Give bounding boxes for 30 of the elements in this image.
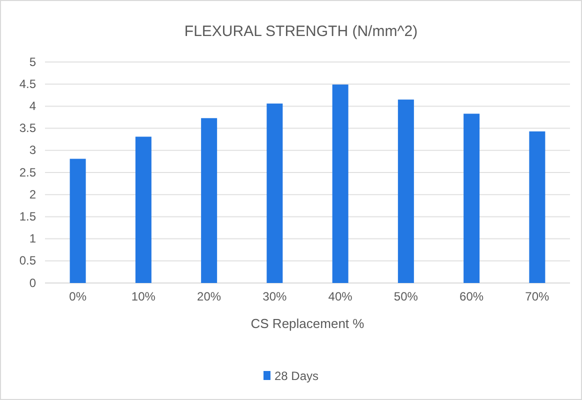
- x-tick-label: 50%: [394, 289, 418, 304]
- chart-title: FLEXURAL STRENGTH (N/mm^2): [184, 23, 418, 40]
- x-tick-label: 40%: [328, 289, 353, 304]
- bar: [398, 100, 414, 283]
- y-tick-label: 3.5: [19, 121, 36, 136]
- bar: [135, 136, 152, 283]
- x-tick-label: 70%: [525, 289, 550, 304]
- y-tick-label: 5: [29, 54, 36, 69]
- bar: [70, 158, 86, 283]
- y-tick-label: 1.5: [19, 210, 36, 224]
- x-axis-title: CS Replacement %: [250, 316, 365, 331]
- x-tick-label: 0%: [69, 289, 87, 304]
- x-tick-label: 20%: [197, 289, 222, 304]
- x-tick-label: 30%: [262, 289, 288, 304]
- bar: [529, 131, 546, 283]
- y-tick-label: 4: [29, 99, 36, 114]
- y-tick-label: 2.5: [19, 165, 36, 180]
- bar: [266, 104, 283, 283]
- bar: [464, 114, 480, 283]
- y-tick-label: 0.5: [19, 254, 36, 268]
- x-tick-label: 10%: [131, 289, 156, 304]
- y-tick-label: 4.5: [19, 76, 36, 91]
- y-tick-label: 2: [29, 187, 36, 202]
- legend-label: 28 Days: [274, 369, 319, 383]
- bar: [201, 118, 218, 283]
- x-tick-label: 60%: [460, 289, 484, 304]
- y-tick-label: 0: [29, 276, 36, 290]
- bar: [332, 84, 348, 283]
- y-tick-label: 1: [29, 232, 36, 246]
- y-tick-label: 3: [29, 143, 36, 158]
